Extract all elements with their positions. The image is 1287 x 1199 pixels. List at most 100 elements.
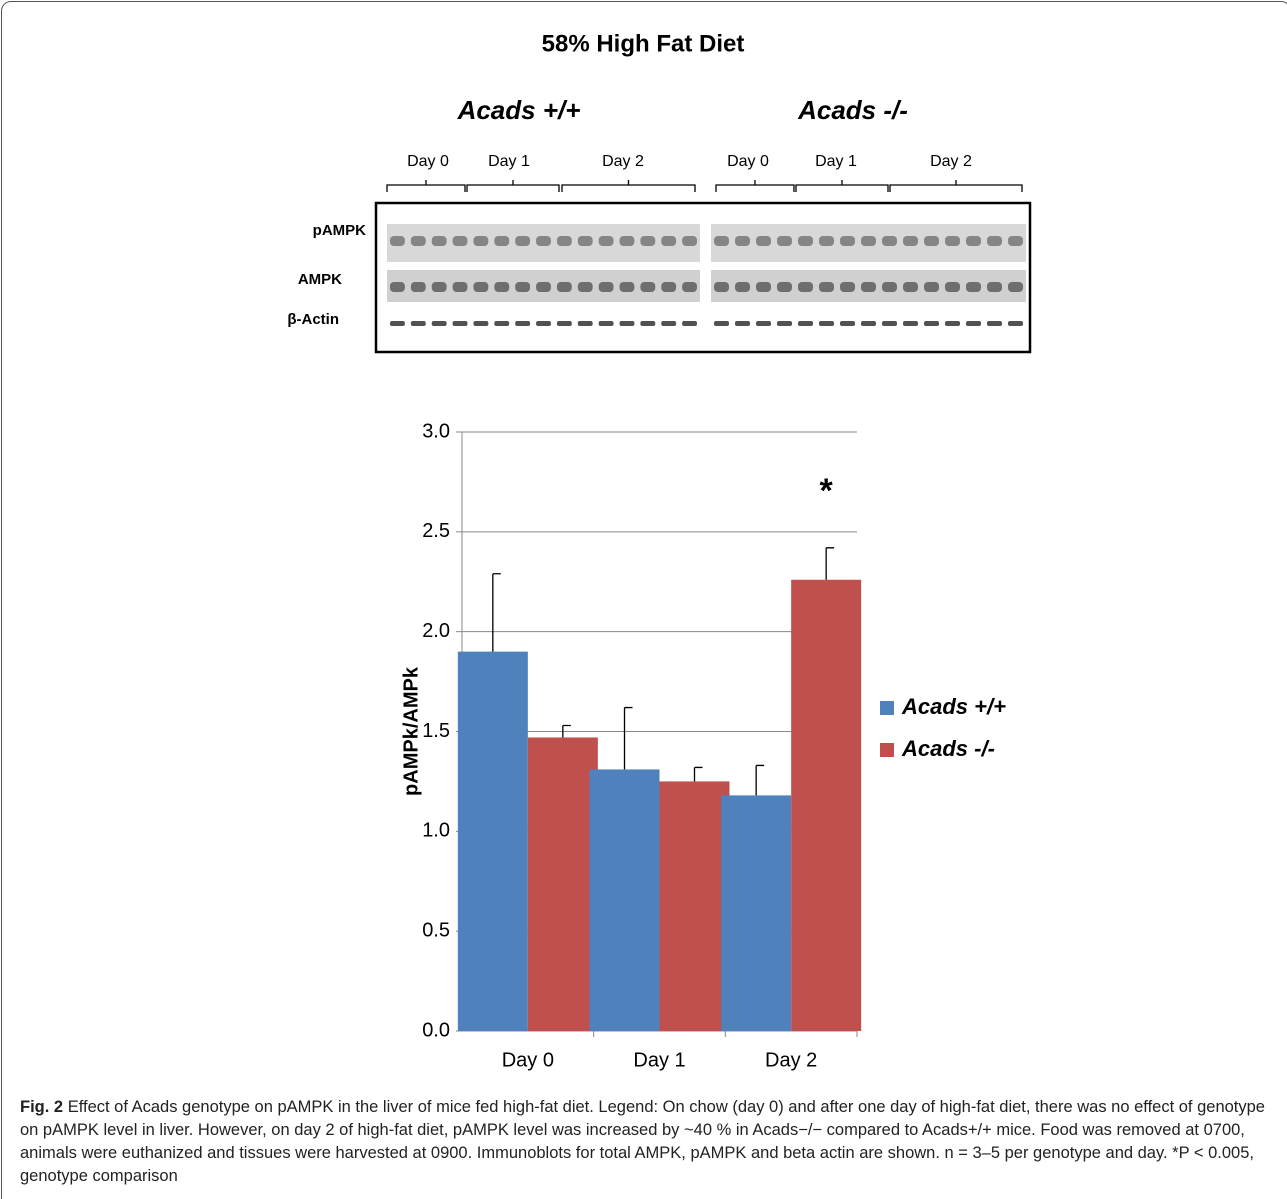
blot-band	[756, 236, 771, 246]
blot-band	[578, 236, 593, 246]
bracket	[467, 180, 559, 192]
error-bar	[695, 767, 703, 781]
blot-band	[945, 282, 960, 292]
blot-band	[861, 236, 876, 246]
blot-band	[756, 282, 771, 292]
blot-band	[599, 282, 614, 292]
blot-band	[798, 282, 813, 292]
blot-band	[494, 236, 509, 246]
y-tick-label: 0.0	[422, 1019, 450, 1041]
blot-band	[987, 321, 1002, 326]
legend-label: Acads +/+	[901, 694, 1006, 719]
day-label: Day 1	[815, 153, 857, 170]
caption-text: Effect of Acads genotype on pAMPK in the…	[20, 1098, 1265, 1185]
day-label: Day 2	[602, 153, 644, 170]
blot-band	[682, 321, 697, 326]
blot-band	[432, 282, 447, 292]
blot-band	[945, 321, 960, 326]
bar	[590, 769, 660, 1031]
blot-band	[756, 321, 771, 326]
blot-band	[987, 282, 1002, 292]
blot-band	[682, 236, 697, 246]
blot-band	[735, 236, 750, 246]
blot-band	[714, 321, 729, 326]
x-tick-label: Day 0	[502, 1049, 554, 1071]
bracket	[716, 180, 794, 192]
group-label: Acads -/-	[797, 95, 908, 125]
blot-band	[882, 236, 897, 246]
blot-band	[494, 282, 509, 292]
bracket	[890, 180, 1022, 192]
blot-band	[882, 282, 897, 292]
day-label: Day 0	[407, 153, 449, 170]
blot-band	[966, 321, 981, 326]
blot-band	[515, 236, 530, 246]
blot-band	[777, 282, 792, 292]
bar	[721, 795, 791, 1031]
blot-band	[861, 321, 876, 326]
blot-band	[966, 282, 981, 292]
blot-band	[966, 236, 981, 246]
blot-band	[924, 236, 939, 246]
blot-band	[682, 282, 697, 292]
blot-band	[640, 321, 655, 326]
blot-band	[411, 282, 426, 292]
blot-band	[411, 321, 426, 326]
figure: 58% High Fat Diet Acads +/+Day 0Day 1Day…	[0, 0, 1287, 1090]
blot-band	[453, 282, 468, 292]
day-label: Day 0	[727, 153, 769, 170]
blot-band	[453, 321, 468, 326]
blot-band	[1008, 236, 1023, 246]
blot-band	[798, 321, 813, 326]
blot-band	[777, 321, 792, 326]
blot-band	[819, 321, 834, 326]
blot-band	[432, 236, 447, 246]
bracket	[387, 180, 465, 192]
blot-band	[819, 282, 834, 292]
blot-band	[515, 321, 530, 326]
blot-band	[599, 236, 614, 246]
x-tick-label: Day 1	[633, 1049, 685, 1071]
error-bar	[756, 765, 764, 795]
blot-band	[735, 282, 750, 292]
blot-band	[620, 236, 635, 246]
page: 58% High Fat Diet Acads +/+Day 0Day 1Day…	[0, 0, 1287, 1199]
blot-band	[578, 282, 593, 292]
bar	[528, 737, 598, 1031]
blot-band	[390, 282, 405, 292]
blot-band	[798, 236, 813, 246]
blot-band	[735, 321, 750, 326]
blot-band	[536, 282, 551, 292]
bar	[660, 781, 730, 1031]
row-label: pAMPK	[313, 222, 366, 239]
blot-band	[390, 236, 405, 246]
blot-band	[840, 236, 855, 246]
blot-band	[661, 321, 676, 326]
blot-band	[515, 282, 530, 292]
blot-band	[840, 282, 855, 292]
blot-band	[578, 321, 593, 326]
blot-band	[432, 321, 447, 326]
blot-band	[494, 321, 509, 326]
blot-band	[861, 282, 876, 292]
legend-swatch	[880, 701, 894, 715]
blot-band	[453, 236, 468, 246]
blot-band	[714, 236, 729, 246]
blot-band	[536, 236, 551, 246]
annotation: *	[820, 472, 834, 510]
y-tick-label: 1.0	[422, 820, 450, 842]
blot-band	[903, 236, 918, 246]
blot-band	[924, 282, 939, 292]
bracket	[562, 180, 695, 192]
legend-label: Acads -/-	[901, 736, 995, 761]
blot-band	[599, 321, 614, 326]
blot-band	[661, 236, 676, 246]
blot-band	[903, 282, 918, 292]
y-tick-label: 2.0	[422, 620, 450, 642]
group-label: Acads +/+	[457, 95, 581, 125]
blot-band	[640, 282, 655, 292]
blot-band	[819, 236, 834, 246]
blot-band	[777, 236, 792, 246]
y-axis-label: pAMPk/AMPk	[400, 666, 422, 796]
caption-label: Fig. 2	[20, 1098, 63, 1116]
